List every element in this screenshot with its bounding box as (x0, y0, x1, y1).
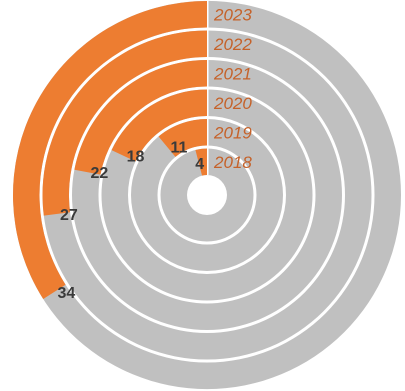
year-label-2023: 2023 (213, 5, 252, 24)
value-arcs (13, 1, 208, 299)
value-arc-2023 (13, 1, 208, 299)
year-label-2022: 2022 (213, 35, 252, 54)
value-label-2022: 27 (60, 207, 78, 224)
value-label-2019: 11 (171, 140, 188, 157)
value-arc-2021 (74, 60, 207, 175)
value-arc-2019 (158, 119, 207, 157)
year-label-2018: 2018 (213, 153, 252, 172)
value-labels: 4 11 18 22 27 34 (57, 140, 204, 302)
year-label-2019: 2019 (213, 123, 252, 142)
year-labels: 2018 2019 2020 2021 2022 2023 (213, 5, 252, 172)
value-label-2023: 34 (57, 285, 75, 302)
year-label-2021: 2021 (213, 64, 252, 83)
value-label-2020: 18 (127, 149, 145, 166)
value-label-2021: 22 (91, 165, 109, 182)
ring-background-2019 (131, 119, 283, 271)
value-arc-2022 (42, 30, 207, 216)
year-label-2020: 2020 (213, 94, 252, 113)
value-arc-2020 (111, 89, 207, 162)
value-label-2018: 4 (195, 156, 204, 173)
ring-background-2018 (160, 148, 254, 242)
value-arc-2018 (195, 148, 207, 176)
